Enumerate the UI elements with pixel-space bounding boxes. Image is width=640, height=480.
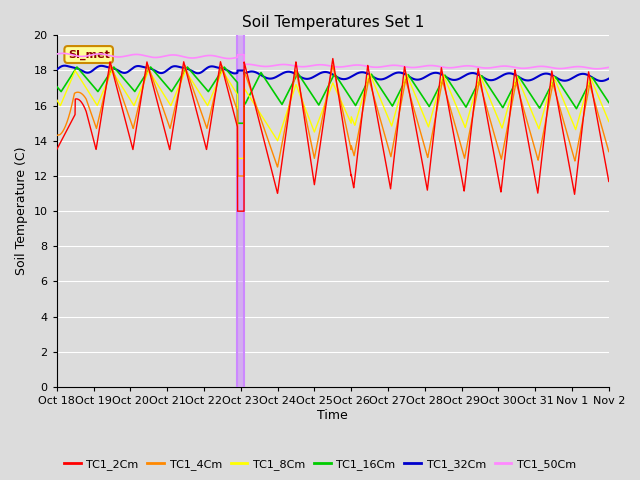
Title: Soil Temperatures Set 1: Soil Temperatures Set 1	[241, 15, 424, 30]
Y-axis label: Soil Temperature (C): Soil Temperature (C)	[15, 147, 28, 276]
X-axis label: Time: Time	[317, 409, 348, 422]
Text: SI_met: SI_met	[68, 49, 109, 60]
Legend: TC1_2Cm, TC1_4Cm, TC1_8Cm, TC1_16Cm, TC1_32Cm, TC1_50Cm: TC1_2Cm, TC1_4Cm, TC1_8Cm, TC1_16Cm, TC1…	[60, 455, 580, 474]
Bar	[237, 36, 244, 387]
